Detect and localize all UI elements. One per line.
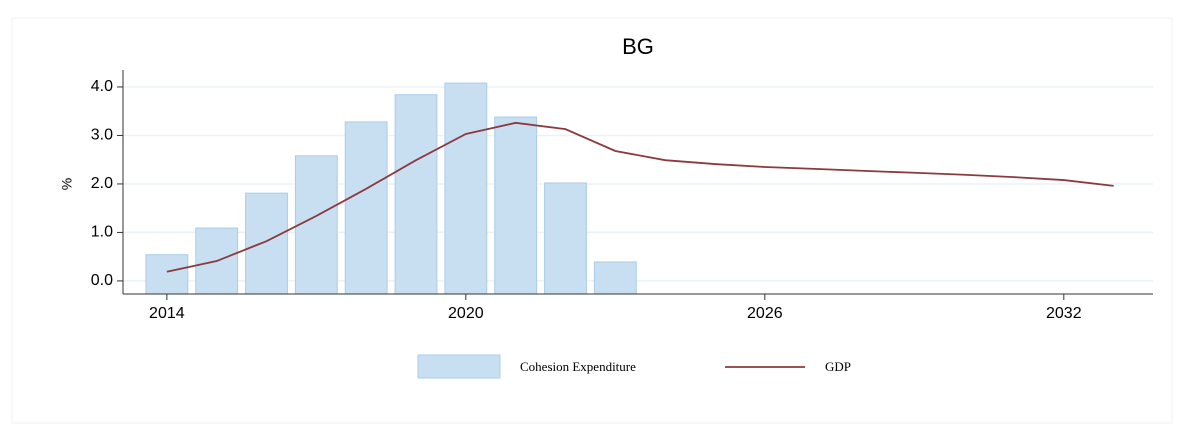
x-tick-label: 2020 bbox=[448, 305, 484, 322]
x-tick-label: 2026 bbox=[747, 305, 783, 322]
bar bbox=[344, 121, 388, 295]
x-tick-label: 2032 bbox=[1046, 305, 1082, 322]
line bbox=[166, 121, 1114, 273]
x-tick-label: 2014 bbox=[149, 305, 185, 322]
y-tick-label: 4.0 bbox=[91, 78, 113, 95]
y-tick-label: 3.0 bbox=[91, 127, 113, 144]
legend-label: Cohesion Expenditure bbox=[520, 359, 636, 374]
y-tick-label: 2.0 bbox=[91, 175, 113, 192]
bar bbox=[245, 192, 288, 295]
bar bbox=[593, 261, 637, 295]
chart-title: BG bbox=[622, 34, 654, 59]
bar bbox=[145, 254, 189, 295]
bar bbox=[394, 94, 438, 295]
y-tick-label: 0.0 bbox=[91, 272, 113, 289]
frame bbox=[11, 17, 1173, 424]
y-axis-label: % bbox=[59, 178, 75, 190]
bar bbox=[444, 82, 488, 295]
y-tick-label: 1.0 bbox=[91, 224, 113, 241]
legend-swatch bbox=[417, 354, 501, 379]
bar bbox=[494, 116, 538, 295]
legend-label: GDP bbox=[825, 359, 851, 374]
bar bbox=[544, 182, 587, 295]
bar bbox=[294, 155, 338, 295]
